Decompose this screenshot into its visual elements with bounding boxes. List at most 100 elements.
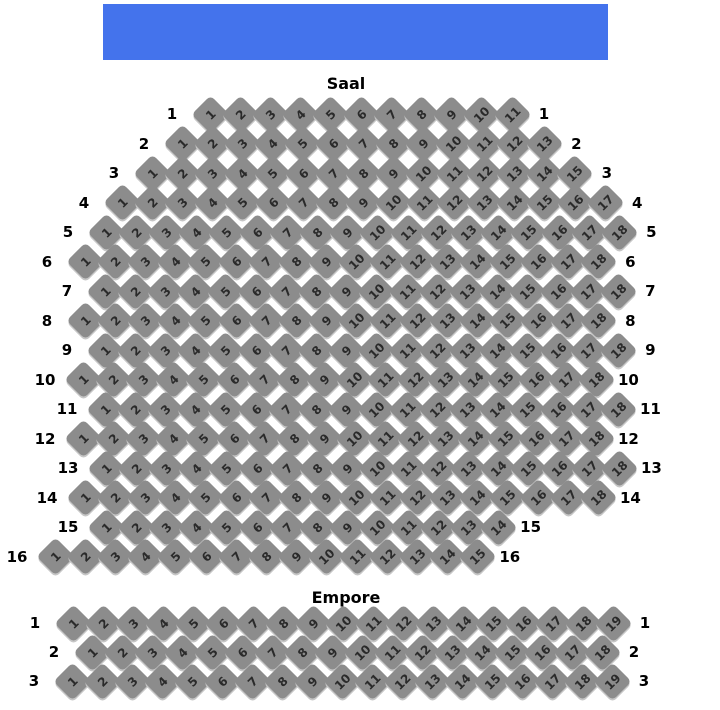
seat[interactable]: 5 <box>186 301 225 340</box>
seat[interactable]: 15 <box>472 661 512 701</box>
seat[interactable]: 10 <box>337 242 376 281</box>
seat[interactable]: 1 <box>86 507 126 547</box>
seat[interactable]: 1 <box>102 183 142 222</box>
seat[interactable]: 8 <box>314 183 353 222</box>
seat[interactable]: 7 <box>284 183 323 222</box>
seat[interactable]: 12 <box>398 242 437 281</box>
seat[interactable]: 11 <box>387 389 427 429</box>
seat[interactable]: 14 <box>479 212 518 252</box>
seat[interactable]: 13 <box>448 389 487 429</box>
seat[interactable]: 14 <box>478 271 517 311</box>
seat[interactable]: 11 <box>434 153 474 193</box>
seat[interactable]: 10 <box>335 419 374 458</box>
seat[interactable]: 11 <box>388 448 428 488</box>
seat[interactable]: 1 <box>72 632 112 672</box>
seat[interactable]: 17 <box>549 301 588 340</box>
seat[interactable]: 3 <box>124 419 163 458</box>
seat[interactable]: 12 <box>495 124 534 163</box>
seat[interactable]: 12 <box>398 301 437 340</box>
seat[interactable]: 13 <box>449 448 488 488</box>
seat[interactable]: 2 <box>163 153 202 193</box>
seat[interactable]: 5 <box>283 124 322 163</box>
seat[interactable]: 10 <box>358 507 397 547</box>
seat[interactable]: 2 <box>133 183 172 222</box>
seat[interactable]: 5 <box>186 242 225 281</box>
seat[interactable]: 12 <box>396 360 435 399</box>
seat[interactable]: 1 <box>85 389 125 429</box>
seat[interactable]: 17 <box>547 360 586 399</box>
seat[interactable]: 18 <box>599 271 638 311</box>
seat[interactable]: 16 <box>518 301 558 340</box>
seat[interactable]: 13 <box>448 271 487 311</box>
seat[interactable]: 15 <box>492 632 532 672</box>
seat[interactable]: 13 <box>448 330 487 370</box>
seat[interactable]: 9 <box>277 537 316 576</box>
seat[interactable]: 7 <box>217 537 256 576</box>
seat[interactable]: 11 <box>388 212 428 252</box>
seat[interactable]: 4 <box>126 537 165 576</box>
seat[interactable]: 17 <box>569 271 608 311</box>
seat[interactable]: 7 <box>252 632 292 672</box>
seat[interactable]: 13 <box>428 301 467 340</box>
seat[interactable]: 3 <box>96 537 135 576</box>
seat[interactable]: 2 <box>193 124 232 163</box>
seat[interactable]: 17 <box>586 183 625 222</box>
seat[interactable]: 1 <box>63 419 103 458</box>
seat[interactable]: 4 <box>177 212 216 252</box>
seat[interactable]: 13 <box>398 537 437 576</box>
seat[interactable]: 7 <box>245 419 284 458</box>
seat[interactable]: 17 <box>533 603 573 643</box>
seat[interactable]: 1 <box>86 448 126 488</box>
seat[interactable]: 6 <box>313 124 353 163</box>
seat[interactable]: 18 <box>582 632 622 672</box>
seat[interactable]: 5 <box>186 478 225 517</box>
seat[interactable]: 2 <box>102 632 142 672</box>
seat[interactable]: 18 <box>579 242 618 281</box>
seat[interactable]: 12 <box>435 183 474 222</box>
seat[interactable]: 5 <box>207 448 246 488</box>
seat[interactable]: 10 <box>323 603 363 643</box>
seat[interactable]: 7 <box>267 271 306 311</box>
seat[interactable]: 11 <box>353 603 393 643</box>
seat[interactable]: 5 <box>206 271 245 311</box>
seat[interactable]: 10 <box>434 124 473 163</box>
seat[interactable]: 13 <box>426 419 465 458</box>
seat[interactable]: 2 <box>94 419 133 458</box>
seat[interactable]: 13 <box>428 242 467 281</box>
seat[interactable]: 3 <box>163 183 202 222</box>
seat[interactable]: 17 <box>570 212 609 252</box>
seat[interactable]: 13 <box>428 478 467 517</box>
seat[interactable]: 8 <box>277 301 316 340</box>
seat[interactable]: 14 <box>525 153 564 193</box>
seat[interactable]: 15 <box>525 183 564 222</box>
seat[interactable]: 2 <box>82 661 122 701</box>
seat[interactable]: 9 <box>374 153 413 193</box>
seat[interactable]: 10 <box>342 632 382 672</box>
seat[interactable]: 13 <box>495 153 534 193</box>
seat[interactable]: 7 <box>232 661 272 701</box>
seat[interactable]: 4 <box>156 242 195 281</box>
seat[interactable]: 6 <box>237 507 277 547</box>
seat[interactable]: 6 <box>216 242 256 281</box>
seat[interactable]: 17 <box>569 330 608 370</box>
seat[interactable]: 11 <box>352 661 392 701</box>
seat[interactable]: 15 <box>486 360 525 399</box>
seat[interactable]: 3 <box>113 603 153 643</box>
seat[interactable]: 4 <box>193 183 232 222</box>
seat[interactable]: 7 <box>268 507 307 547</box>
seat[interactable]: 2 <box>117 448 156 488</box>
seat[interactable]: 8 <box>298 448 337 488</box>
seat[interactable]: 9 <box>328 507 367 547</box>
seat[interactable]: 1 <box>86 212 126 252</box>
seat[interactable]: 4 <box>176 330 215 370</box>
seat[interactable]: 16 <box>518 478 558 517</box>
seat[interactable]: 16 <box>502 661 542 701</box>
seat[interactable]: 5 <box>156 537 195 576</box>
seat[interactable]: 7 <box>247 242 286 281</box>
seat[interactable]: 15 <box>488 301 527 340</box>
seat[interactable]: 9 <box>307 242 346 281</box>
seat[interactable]: 16 <box>538 271 578 311</box>
seat[interactable]: 17 <box>569 389 608 429</box>
seat[interactable]: 8 <box>247 537 286 576</box>
seat[interactable]: 2 <box>221 94 260 134</box>
